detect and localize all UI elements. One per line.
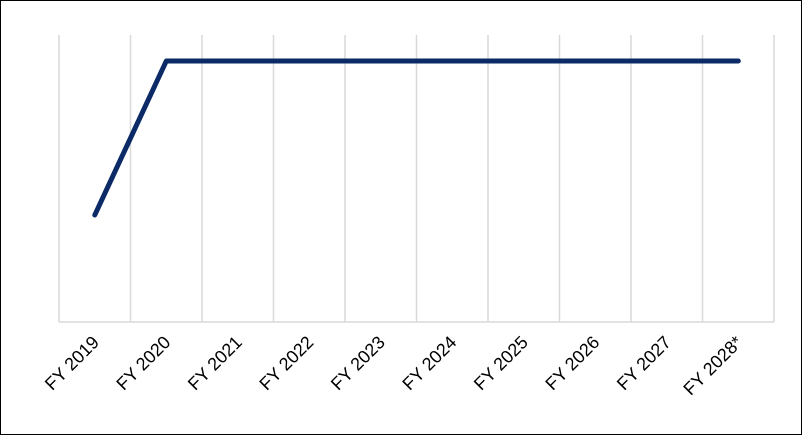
x-tick-label: FY 2026 [541, 332, 603, 394]
x-tick-label: FY 2028* [679, 332, 746, 399]
x-tick-label: FY 2019 [41, 332, 103, 394]
x-tick-label: FY 2022 [255, 332, 317, 394]
x-tick-label: FY 2023 [327, 332, 389, 394]
x-tick-label: FY 2021 [184, 332, 246, 394]
x-tick-label: FY 2020 [112, 332, 174, 394]
grid-lines [59, 35, 774, 322]
x-tick-label: FY 2027 [613, 332, 675, 394]
x-tick-label: FY 2025 [470, 332, 532, 394]
x-tick-label: FY 2024 [398, 332, 460, 394]
